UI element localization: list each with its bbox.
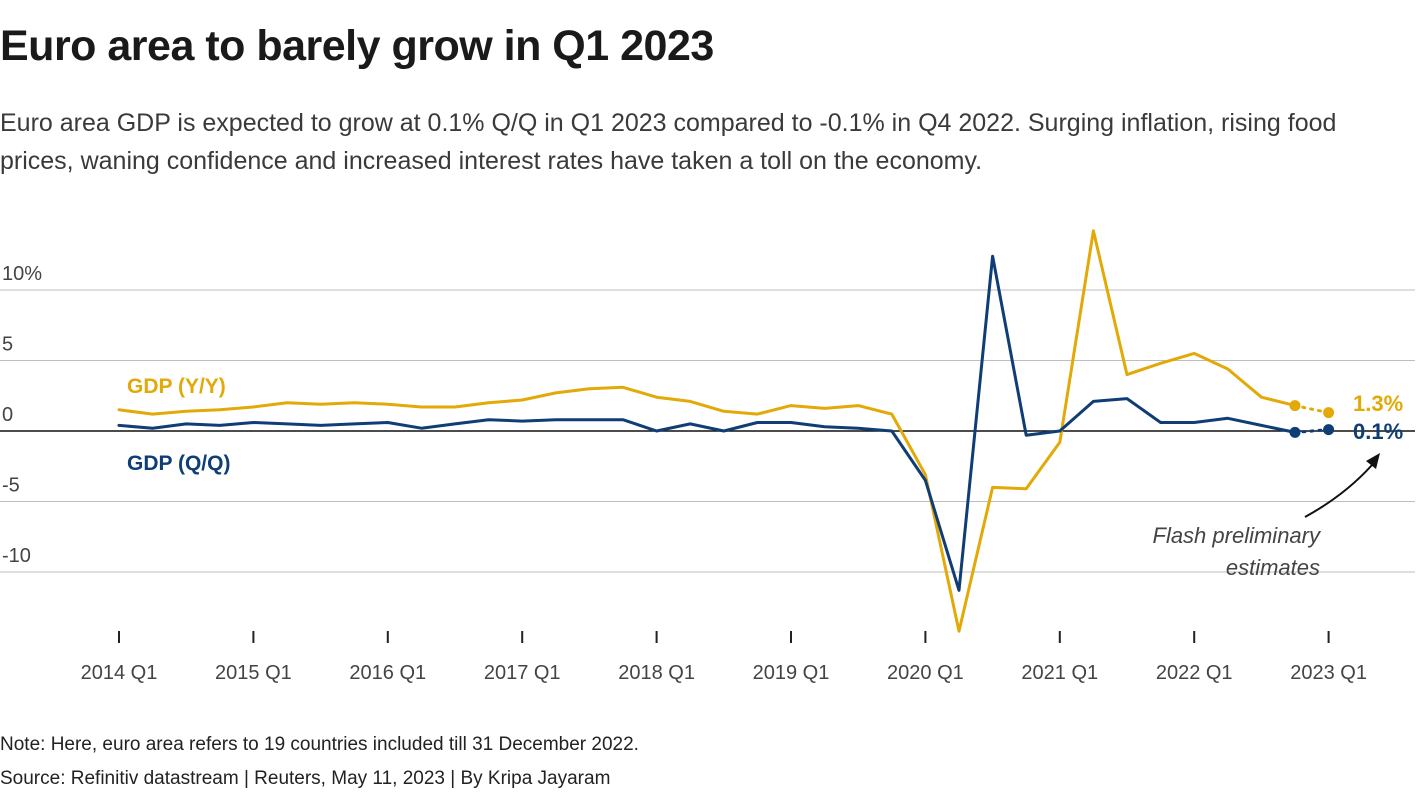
annotation-arrowhead xyxy=(1366,453,1380,469)
line-chart: 10%50-5-10 2014 Q1 2015 Q1 2016 Q1 2017 Q1 2… xyxy=(0,229,1415,684)
annotation-line-1: Flash preliminary xyxy=(1153,523,1322,548)
chart-title: Euro area to barely grow in Q1 2023 xyxy=(0,22,714,70)
line-gdp-yy xyxy=(117,229,1297,633)
series-label-qq: GDP (Q/Q) xyxy=(127,452,230,475)
chart-source: Source: Refinitiv datastream | Reuters, … xyxy=(0,768,611,789)
end-label-qq: 0.1% xyxy=(1353,419,1403,444)
y-tick-label: 10% xyxy=(2,263,42,285)
x-tick-label: 2023 Q1 xyxy=(1290,662,1367,684)
dot-gdp-qq xyxy=(1289,426,1301,438)
end-label-yy: 1.3% xyxy=(1353,391,1403,416)
x-tick-label: 2021 Q1 xyxy=(1021,662,1098,684)
line-gdp-qq xyxy=(117,254,1297,592)
annotation-arrow xyxy=(1304,464,1373,518)
series-labels: GDP (Y/Y) GDP (Q/Q) 1.3% 0.1% xyxy=(127,375,1403,475)
line-gdp-qq-estimate xyxy=(1293,428,1331,434)
x-tick-label: 2017 Q1 xyxy=(484,662,561,684)
y-axis-ticks: 10% 5 0 -5 -10 xyxy=(2,263,42,567)
flash-estimate-annotation: Flash preliminary estimates xyxy=(1153,453,1380,580)
annotation-line-2: estimates xyxy=(1226,555,1320,580)
y-tick-label: 5 xyxy=(2,334,13,356)
series-lines xyxy=(117,229,1335,633)
x-tick-label: 2022 Q1 xyxy=(1156,662,1233,684)
x-tick-label: 2019 Q1 xyxy=(753,662,830,684)
y-tick-label: -10 xyxy=(2,545,31,567)
dot-gdp-qq xyxy=(1323,424,1335,436)
y-tick-label: -5 xyxy=(2,475,20,497)
x-tick-label: 2018 Q1 xyxy=(618,662,695,684)
x-tick-label: 2016 Q1 xyxy=(349,662,426,684)
x-axis: 2014 Q1 2015 Q1 2016 Q1 2017 Q1 2018 Q1 2019 … xyxy=(81,631,1367,684)
x-tick-label: 2020 Q1 xyxy=(887,662,964,684)
gridlines xyxy=(0,289,1415,573)
chart-note: Note: Here, euro area refers to 19 count… xyxy=(0,734,639,755)
series-label-yy: GDP (Y/Y) xyxy=(127,375,226,398)
dot-gdp-yy xyxy=(1323,407,1335,419)
line-gdp-yy-estimate xyxy=(1293,404,1331,415)
x-tick-label: 2014 Q1 xyxy=(81,662,158,684)
y-tick-label: 0 xyxy=(2,404,13,426)
x-tick-label: 2015 Q1 xyxy=(215,662,292,684)
dot-gdp-yy xyxy=(1289,400,1301,412)
chart-subtitle: Euro area GDP is expected to grow at 0.1… xyxy=(0,109,1337,175)
